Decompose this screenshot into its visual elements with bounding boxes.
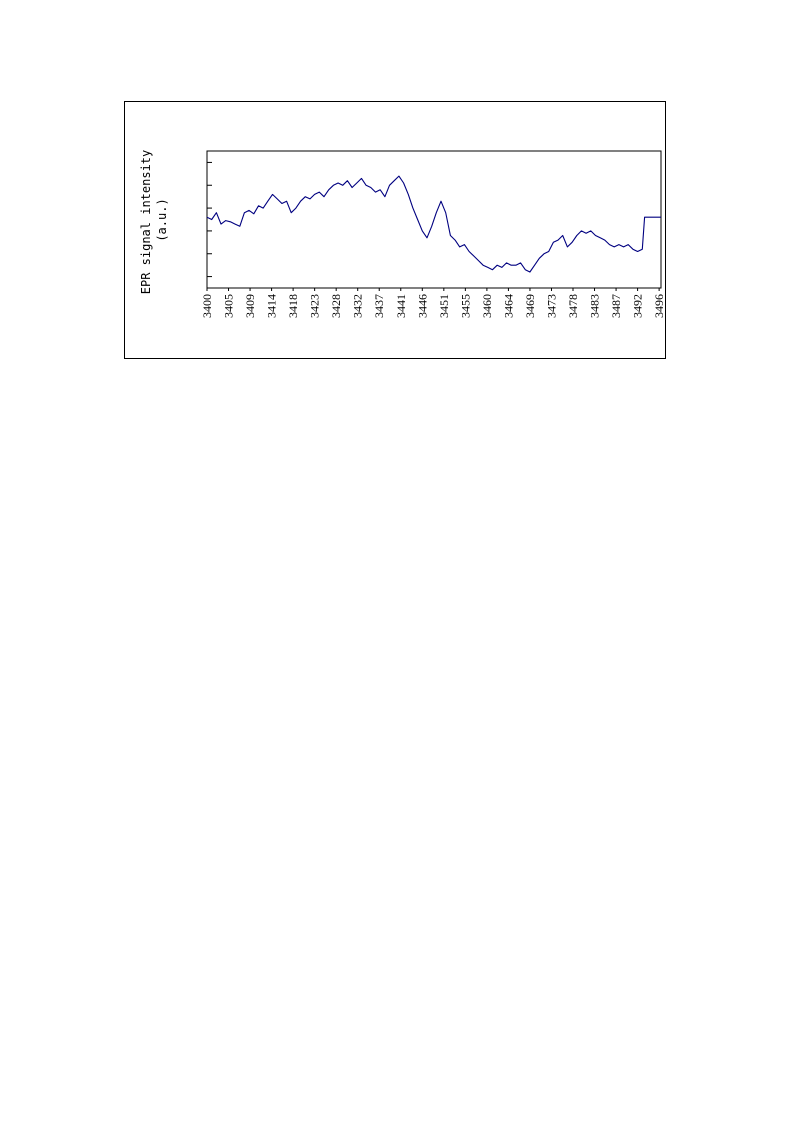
chart-frame bbox=[124, 101, 666, 359]
x-tick-label: 3418 bbox=[286, 294, 300, 318]
x-tick-label: 3492 bbox=[631, 294, 645, 318]
x-tick-label: 3469 bbox=[523, 294, 537, 318]
x-tick-label: 3428 bbox=[329, 294, 343, 318]
x-tick-label: 3446 bbox=[415, 294, 429, 318]
x-tick-label: 3437 bbox=[372, 294, 386, 318]
plot-area bbox=[206, 150, 662, 289]
y-axis-label: EPR signal intensity bbox=[139, 150, 153, 295]
x-tick-label: 3409 bbox=[243, 294, 257, 318]
x-tick-label: 3400 bbox=[200, 294, 214, 318]
x-tick-label: 3460 bbox=[480, 294, 494, 318]
x-tick-label: 3464 bbox=[501, 294, 515, 318]
x-axis-tick-labels: 3400 3405 3409 3414 3418 3423 3428 3432 3437 3441… bbox=[200, 294, 666, 318]
x-tick-label: 3478 bbox=[566, 294, 580, 318]
x-tick-label: 3441 bbox=[394, 294, 408, 318]
series-line bbox=[206, 175, 661, 273]
y-axis-ticks bbox=[207, 161, 212, 278]
x-tick-label: 3496 bbox=[652, 294, 666, 318]
x-tick-label: 3455 bbox=[458, 294, 472, 318]
x-tick-label: 3405 bbox=[222, 294, 236, 318]
x-axis-ticks bbox=[206, 288, 660, 291]
x-tick-label: 3423 bbox=[308, 294, 322, 318]
x-tick-label: 3432 bbox=[351, 294, 365, 318]
x-tick-label: 3483 bbox=[588, 294, 602, 318]
y-axis-unit-label: (a.u.) bbox=[155, 198, 169, 241]
x-tick-label: 3487 bbox=[609, 294, 623, 318]
x-tick-label: 3451 bbox=[437, 294, 451, 318]
x-tick-label: 3414 bbox=[265, 294, 279, 318]
x-tick-label: 3473 bbox=[544, 294, 558, 318]
